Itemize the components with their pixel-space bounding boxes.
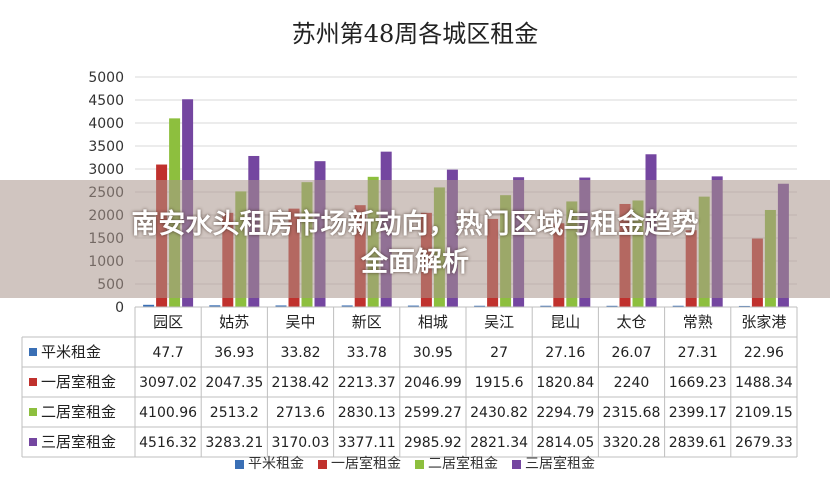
bar [209,305,221,307]
bar [407,305,419,307]
table-series-name: 二居室租金 [41,403,116,421]
table-value: 3170.03 [272,435,330,451]
y-tick-label: 4000 [88,116,124,132]
series-color-key [29,348,37,356]
table-value: 27.31 [678,345,718,361]
table-value: 2830.13 [338,405,396,421]
legend-item: 三居室租金 [512,453,595,473]
table-category-label: 昆山 [550,313,580,331]
table-value: 2679.33 [735,435,793,451]
table-value: 2315.68 [603,405,661,421]
legend-label: 三居室租金 [525,456,595,472]
table-category-label: 姑苏 [219,313,249,331]
table-value: 2109.15 [735,405,793,421]
table-value: 36.93 [214,345,254,361]
table-value: 2985.92 [404,435,462,451]
table-value: 47.7 [153,345,184,361]
table-value: 2821.34 [470,435,528,451]
bar [143,304,155,307]
bar [341,305,353,307]
table-series-name: 平米租金 [41,343,101,361]
table-value: 26.07 [611,345,651,361]
table-category-label: 张家港 [741,313,786,331]
table-value: 3097.02 [139,375,197,391]
table-value: 2213.37 [338,375,396,391]
legend-item: 二居室租金 [415,453,498,473]
table-value: 3377.11 [338,435,396,451]
bar [540,305,552,307]
bar [275,305,287,307]
table-value: 2294.79 [536,405,594,421]
y-tick-label: 4500 [88,93,124,109]
table-value: 2046.99 [404,375,462,391]
table-series-name: 一居室租金 [41,373,116,391]
table-value: 2599.27 [404,405,462,421]
legend-swatch [318,459,327,469]
legend-item: 平米租金 [235,453,304,473]
table-value: 27 [490,345,508,361]
y-tick-label: 3500 [88,139,124,155]
table-value: 33.82 [280,345,320,361]
series-color-key [29,438,37,446]
table-value: 33.78 [347,345,387,361]
bar [672,305,684,307]
bar [738,305,750,307]
table-category-label: 吴中 [285,313,315,331]
table-value: 2513.2 [210,405,259,421]
legend-swatch [415,459,424,469]
legend-label: 一居室租金 [331,456,401,472]
legend-swatch [235,459,244,469]
table-value: 1915.6 [475,375,524,391]
table-value: 4516.32 [139,435,197,451]
table-category-label: 吴江 [484,313,514,331]
series-color-key [29,378,37,386]
banner-headline: 南安水头租房市场新动向，热门区域与租金趋势 全面解析 [0,206,830,282]
bar [474,305,486,307]
legend-item: 一居室租金 [318,453,401,473]
legend-swatch [512,459,521,469]
table-value: 27.16 [545,345,585,361]
table-value: 2240 [614,375,650,391]
table-value: 2399.17 [669,405,727,421]
table-category-label: 园区 [153,313,183,331]
table-value: 22.96 [744,345,784,361]
bar [606,305,618,307]
chart-legend: 平米租金 一居室租金 二居室租金 三居室租金 [0,453,830,473]
table-category-label: 常熟 [683,313,713,331]
table-value: 2047.35 [205,375,263,391]
chart-title: 苏州第48周各城区租金 [291,20,539,48]
table-value: 1669.23 [669,375,727,391]
table-value: 2430.82 [470,405,528,421]
table-series-name: 三居室租金 [41,433,116,451]
table-value: 30.95 [413,345,453,361]
y-tick-label: 3000 [88,162,124,178]
overlay-banner [0,180,830,298]
table-value: 2814.05 [536,435,594,451]
legend-label: 二居室租金 [428,456,498,472]
table-value: 2138.42 [272,375,330,391]
table-value: 1820.84 [536,375,594,391]
table-value: 2713.6 [276,405,325,421]
table-category-label: 相城 [418,313,448,331]
table-category-label: 太仓 [616,313,646,331]
table-value: 4100.96 [139,405,197,421]
series-color-key [29,408,37,416]
y-tick-label: 0 [115,300,124,316]
legend-label: 平米租金 [248,456,304,472]
table-category-label: 新区 [352,313,382,331]
table-value: 2839.61 [669,435,727,451]
banner-line-1: 南安水头租房市场新动向，热门区域与租金趋势 [131,209,699,240]
table-value: 3283.21 [205,435,263,451]
y-tick-label: 5000 [88,70,124,86]
banner-line-2: 全面解析 [361,247,469,278]
table-value: 1488.34 [735,375,793,391]
table-value: 3320.28 [603,435,661,451]
